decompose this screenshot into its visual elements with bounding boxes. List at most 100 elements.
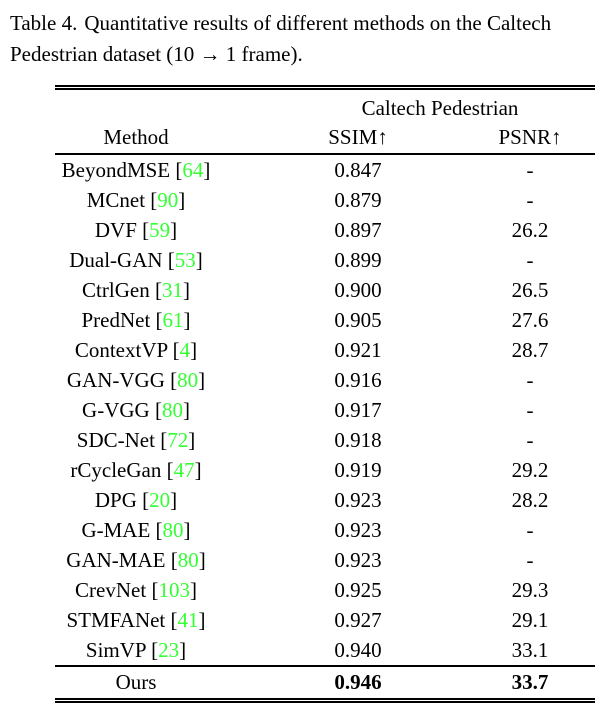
citation-ref[interactable]: [31] — [155, 278, 190, 302]
citation-ref[interactable]: [23] — [151, 638, 186, 662]
caption-text-2: Pedestrian dataset (10 → 1 frame). — [10, 42, 303, 66]
citation-bracket-close: ] — [182, 398, 190, 422]
citation-ref[interactable]: [4] — [173, 338, 198, 362]
ssim-cell: 0.918 — [334, 428, 382, 452]
citation-ref[interactable]: [80] — [171, 548, 206, 572]
citation-bracket-open: [ — [142, 218, 150, 242]
citation-bracket-open: [ — [172, 338, 180, 362]
psnr-cell: 29.1 — [511, 608, 549, 632]
method-cell: G-VGG [80] — [82, 395, 190, 425]
citation-ref[interactable]: [61] — [156, 308, 191, 332]
psnr-cell: - — [526, 248, 534, 272]
ssim-cell: 0.905 — [334, 308, 382, 332]
citation-number: 23 — [158, 638, 180, 662]
citation-bracket-close: ] — [195, 248, 203, 272]
table-row: CrevNet [103] 0.925 29.3 — [55, 575, 595, 605]
ours-separator-rule — [55, 665, 595, 667]
method-cell: SDC-Net [72] — [77, 425, 195, 455]
column-header-psnr: PSNR↑ — [498, 125, 562, 149]
citation-ref[interactable]: [90] — [150, 188, 185, 212]
citation-ref[interactable]: [64] — [175, 158, 210, 182]
table-row: CtrlGen [31] 0.900 26.5 — [55, 275, 595, 305]
method-cell: GAN-VGG [80] — [67, 365, 205, 395]
column-header-ssim: SSIM↑ — [328, 125, 388, 149]
method-cell: PredNet [61] — [81, 305, 190, 335]
citation-number: 4 — [179, 338, 191, 362]
method-name: SimVP — [85, 638, 146, 662]
ssim-cell: 0.916 — [334, 368, 382, 392]
table-row: GAN-VGG [80] 0.916 - — [55, 365, 595, 395]
citation-ref[interactable]: [80] — [170, 368, 205, 392]
ours-row: Ours 0.946 33.7 — [55, 667, 595, 698]
method-name: PredNet — [81, 308, 151, 332]
table-row: DPG [20] 0.923 28.2 — [55, 485, 595, 515]
citation-bracket-close: ] — [198, 548, 206, 572]
citation-bracket-open: [ — [160, 428, 168, 452]
ssim-cell: 0.847 — [334, 158, 382, 182]
method-cell: STMFANet [41] — [66, 605, 205, 635]
method-name: GAN-MAE — [66, 548, 166, 572]
method-name: SDC-Net — [76, 428, 155, 452]
citation-ref[interactable]: [53] — [168, 248, 203, 272]
citation-ref[interactable]: [41] — [171, 608, 206, 632]
citation-ref[interactable]: [72] — [160, 428, 195, 452]
psnr-cell: - — [526, 368, 534, 392]
citation-ref[interactable]: [80] — [156, 518, 191, 542]
ssim-cell: 0.940 — [334, 638, 382, 662]
citation-bracket-open: [ — [150, 188, 158, 212]
method-name: Dual-GAN — [69, 248, 163, 272]
citation-bracket-open: [ — [155, 518, 163, 542]
citation-ref[interactable]: [20] — [142, 488, 177, 512]
table-row: GAN-MAE [80] 0.923 - — [55, 545, 595, 575]
header-rule — [55, 153, 595, 155]
ssim-cell: 0.900 — [334, 278, 382, 302]
table-top-rule — [55, 85, 595, 90]
citation-bracket-open: [ — [175, 158, 183, 182]
psnr-cell: - — [526, 548, 534, 572]
psnr-cell: 29.2 — [511, 458, 549, 482]
caption-line-2: Pedestrian dataset (10 → 1 frame). — [10, 39, 604, 70]
psnr-cell: 28.7 — [511, 338, 549, 362]
citation-bracket-close: ] — [198, 608, 206, 632]
psnr-cell: - — [526, 398, 534, 422]
method-cell: CtrlGen [31] — [82, 275, 190, 305]
citation-ref[interactable]: [59] — [142, 218, 177, 242]
citation-bracket-close: ] — [188, 428, 196, 452]
method-name: G-MAE — [81, 518, 151, 542]
citation-bracket-close: ] — [170, 218, 178, 242]
citation-number: 64 — [182, 158, 204, 182]
citation-bracket-close: ] — [170, 488, 178, 512]
group-header-caltech-pedestrian: Caltech Pedestrian — [361, 96, 519, 120]
psnr-cell: 28.2 — [511, 488, 549, 512]
citation-number: 31 — [161, 278, 183, 302]
ssim-cell: 0.923 — [334, 518, 382, 542]
ssim-cell: 0.899 — [334, 248, 382, 272]
psnr-cell: - — [526, 518, 534, 542]
citation-bracket-close: ] — [198, 368, 206, 392]
table-row: DVF [59] 0.897 26.2 — [55, 215, 595, 245]
method-name: CrevNet — [75, 578, 147, 602]
citation-ref[interactable]: [47] — [167, 458, 202, 482]
citation-ref[interactable]: [80] — [155, 398, 190, 422]
ssim-cell: 0.919 — [334, 458, 382, 482]
citation-ref[interactable]: [103] — [151, 578, 197, 602]
method-name: CtrlGen — [82, 278, 150, 302]
column-header-method: Method — [103, 125, 169, 149]
method-name: MCnet — [86, 188, 146, 212]
citation-bracket-open: [ — [155, 308, 163, 332]
psnr-cell: 27.6 — [511, 308, 549, 332]
psnr-cell: 26.2 — [511, 218, 549, 242]
citation-bracket-close: ] — [190, 338, 198, 362]
psnr-cell: 26.5 — [511, 278, 549, 302]
psnr-cell: - — [526, 158, 534, 182]
method-cell: G-MAE [80] — [81, 515, 190, 545]
table-row: SimVP [23] 0.940 33.1 — [55, 635, 595, 665]
table-bottom-rule — [55, 698, 595, 703]
ssim-cell: 0.879 — [334, 188, 382, 212]
table-body: BeyondMSE [64] 0.847 - MCnet [90] 0.879 - DVF … — [55, 155, 595, 665]
citation-number: 47 — [173, 458, 195, 482]
table-row: BeyondMSE [64] 0.847 - — [55, 155, 595, 185]
psnr-cell: - — [526, 428, 534, 452]
method-name: ContextVP — [74, 338, 168, 362]
ssim-cell: 0.917 — [334, 398, 382, 422]
